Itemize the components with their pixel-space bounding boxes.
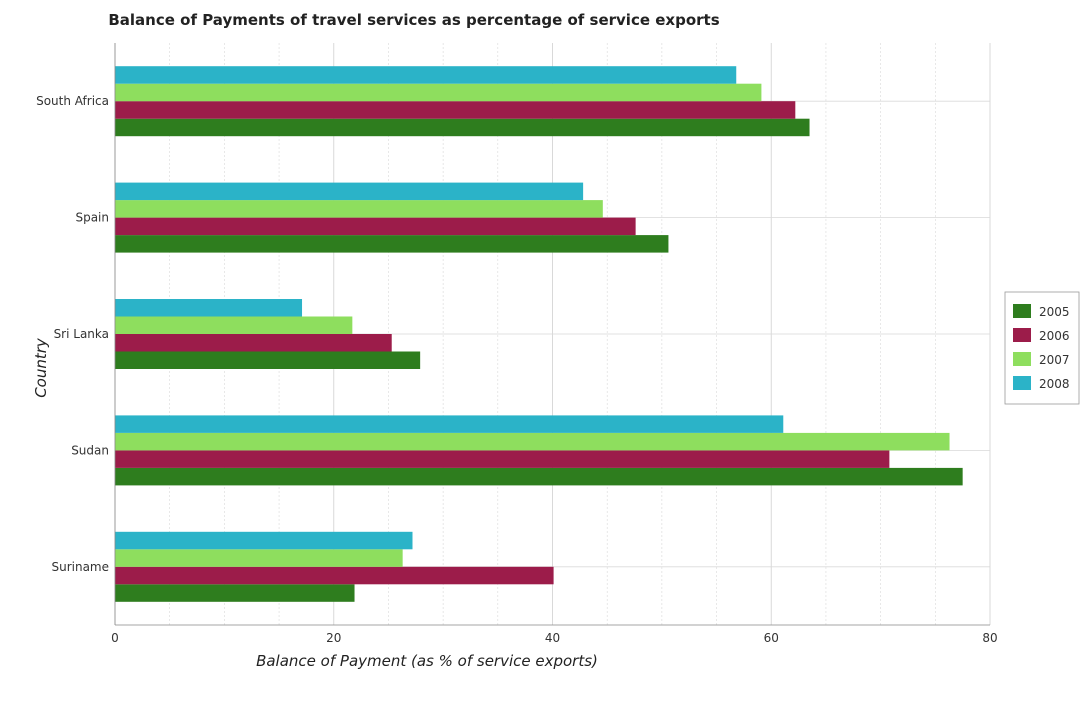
legend-label-2005: 2005: [1039, 305, 1070, 319]
bar-2008-south-africa: [115, 66, 737, 84]
bar-2008-sri-lanka: [115, 299, 303, 317]
bar-2007-south-africa: [115, 83, 762, 102]
legend-label-2006: 2006: [1039, 329, 1070, 343]
y-tick-label: Suriname: [51, 560, 109, 574]
bar-2005-sudan: [115, 467, 963, 486]
legend: 2005 2006 2007 2008: [1004, 291, 1080, 405]
x-tick-label: 0: [111, 631, 119, 645]
legend-swatch-2008: [1013, 376, 1031, 390]
plot-area: South Africa Spain Sri Lanka Sudan Suriname 0…: [36, 43, 998, 645]
legend-swatch-2007: [1013, 352, 1031, 366]
bar-2006-south-africa: [115, 101, 796, 119]
y-axis-label: Country: [32, 337, 50, 398]
bar-2008-suriname: [115, 531, 413, 550]
bar-2006-sri-lanka: [115, 334, 392, 352]
bar-2007-sri-lanka: [115, 316, 353, 334]
y-tick-label: Sudan: [71, 443, 109, 457]
bar-2005-spain: [115, 235, 669, 253]
x-tick-label: 60: [764, 631, 779, 645]
bar-2008-sudan: [115, 415, 784, 433]
bar-2007-sudan: [115, 432, 950, 451]
bar-2006-spain: [115, 217, 636, 236]
x-tick-label: 40: [545, 631, 560, 645]
y-tick-label: Spain: [75, 211, 109, 225]
bar-2006-sudan: [115, 450, 890, 468]
bar-2007-suriname: [115, 549, 403, 567]
legend-swatch-2005: [1013, 304, 1031, 318]
y-tick-label: Sri Lanka: [54, 327, 109, 341]
x-axis-label: Balance of Payment (as % of service expo…: [256, 652, 598, 670]
bar-2005-south-africa: [115, 118, 810, 137]
bar-2007-spain: [115, 200, 603, 218]
legend-label-2007: 2007: [1039, 353, 1070, 367]
bar-2008-spain: [115, 182, 584, 201]
bar-2006-suriname: [115, 566, 554, 585]
bar-2005-suriname: [115, 584, 355, 602]
chart-title: Balance of Payments of travel services a…: [108, 11, 719, 29]
x-tick-label: 20: [326, 631, 341, 645]
y-tick-label: South Africa: [36, 94, 109, 108]
legend-label-2008: 2008: [1039, 377, 1070, 391]
legend-swatch-2006: [1013, 328, 1031, 342]
bar-2005-sri-lanka: [115, 351, 421, 369]
x-tick-label: 80: [982, 631, 997, 645]
